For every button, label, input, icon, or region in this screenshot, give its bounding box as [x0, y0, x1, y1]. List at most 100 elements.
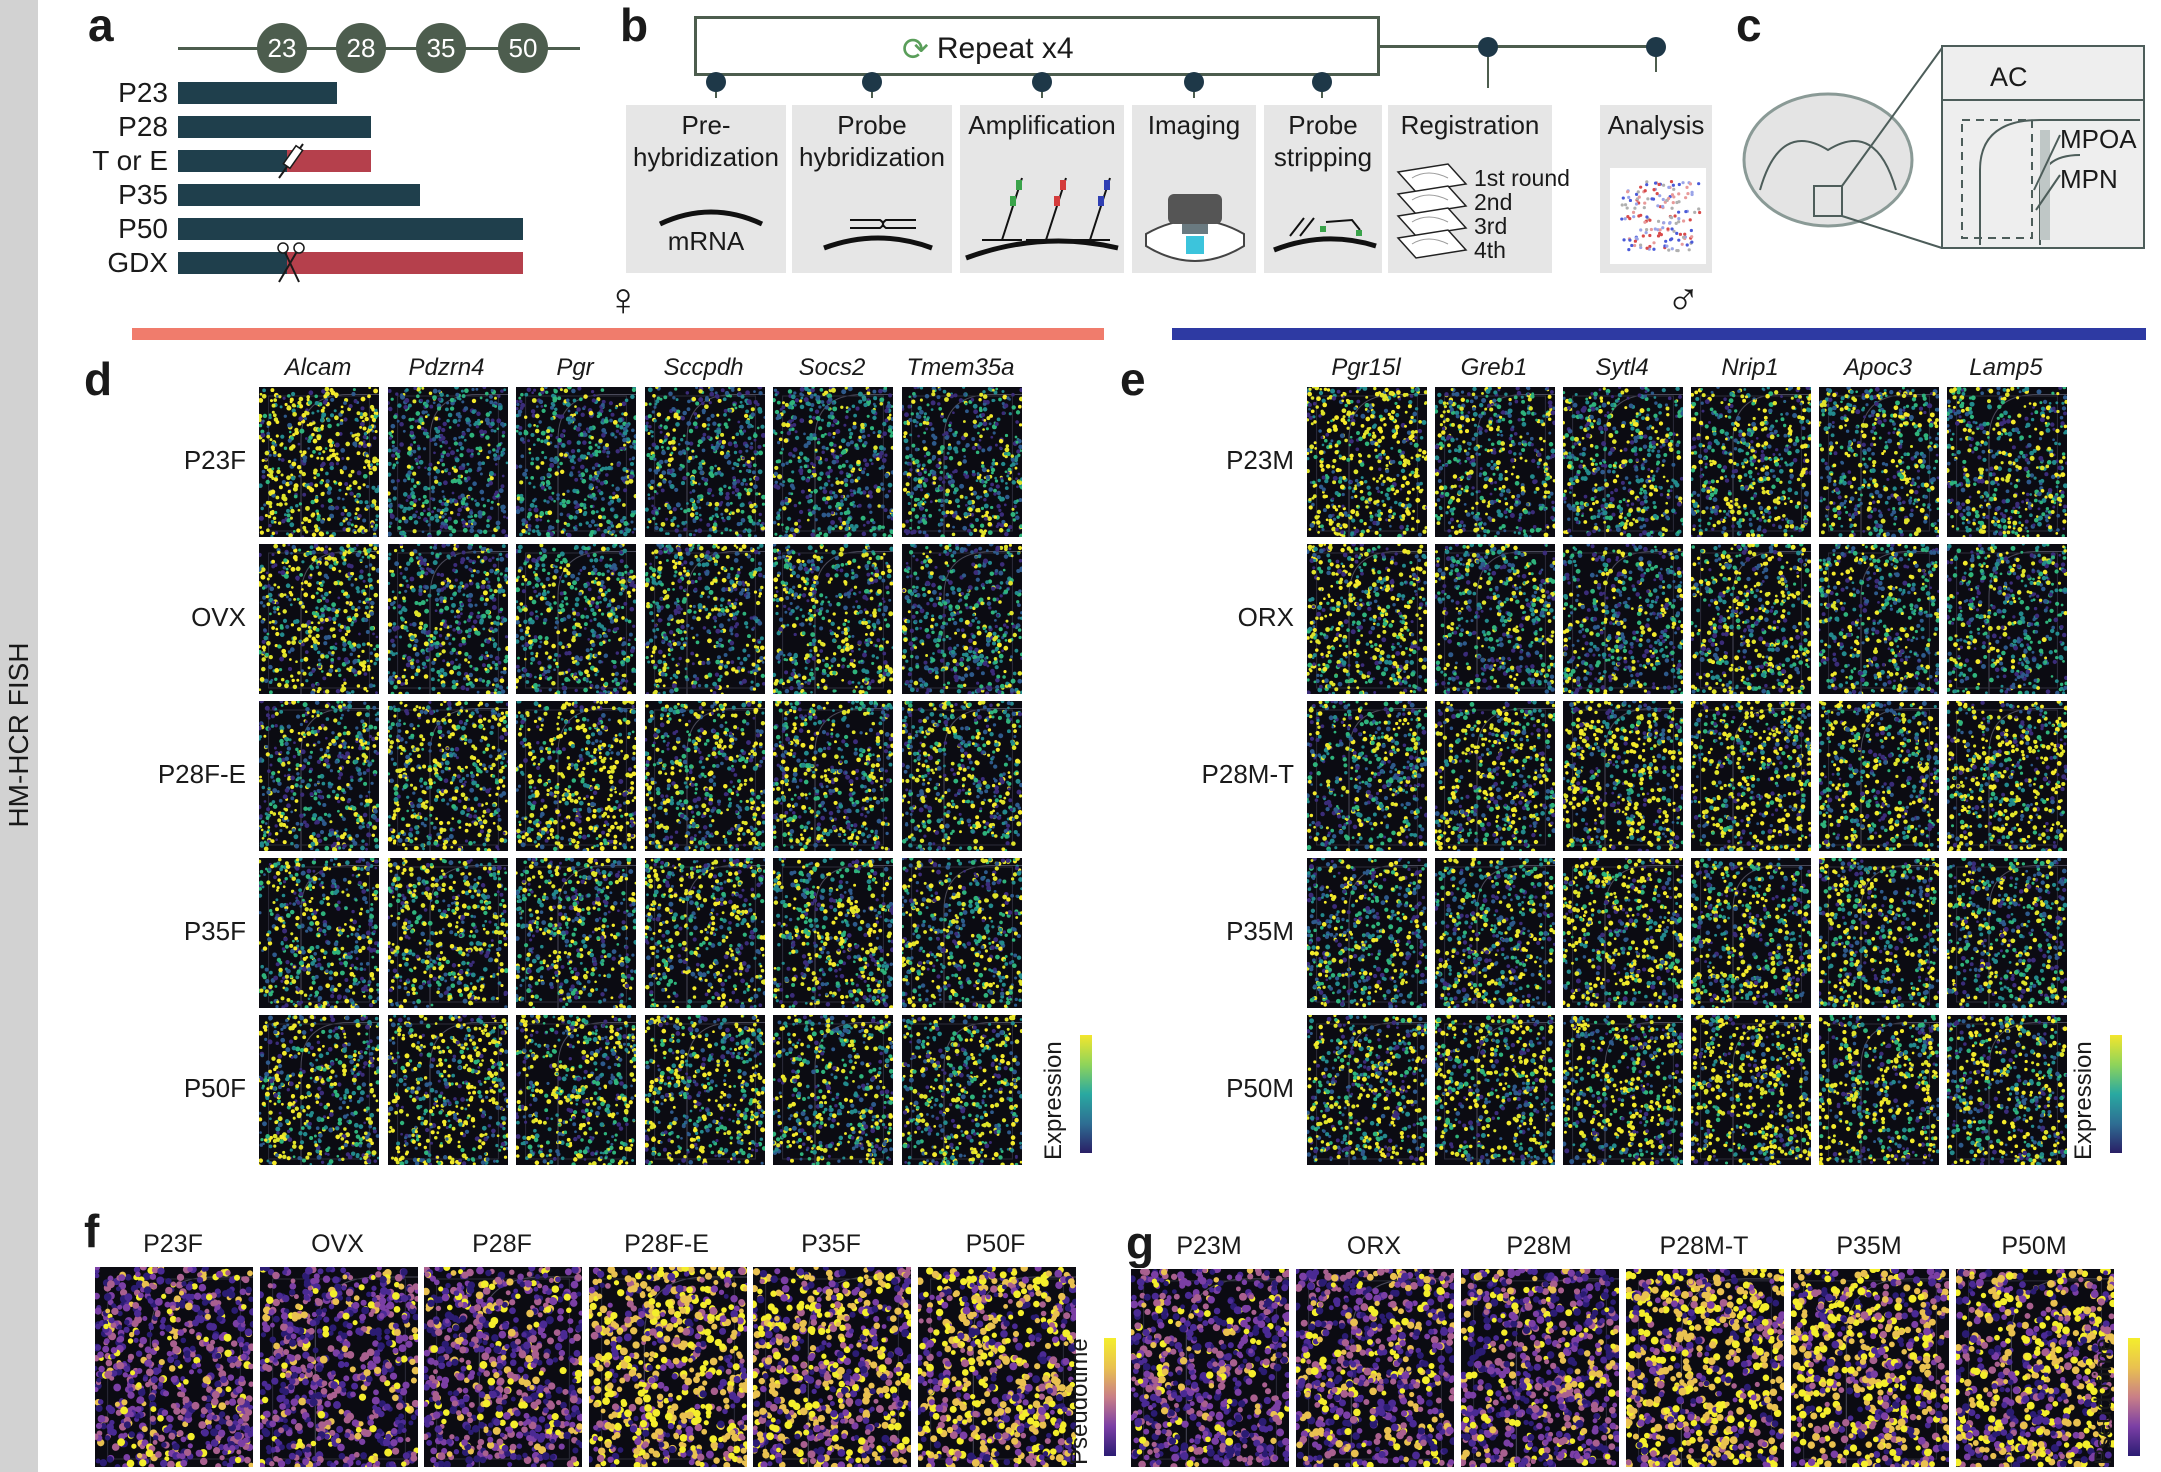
fish-expression-tile — [258, 543, 380, 695]
gene-label: Apoc3 — [1818, 354, 1938, 382]
fish-expression-tile — [1818, 386, 1940, 538]
timeline-bar — [178, 116, 372, 138]
fish-expression-tile — [1562, 700, 1684, 852]
pipeline-node — [862, 72, 882, 92]
pseudotime-sample-title: P28F — [423, 1230, 581, 1259]
microscope-icon — [1140, 186, 1250, 275]
pipeline-line — [1380, 45, 1656, 48]
pipeline-step-title: Analysis — [1600, 109, 1712, 141]
pipeline-node — [1646, 37, 1666, 57]
gene-label: Pgr — [515, 354, 635, 382]
timeline-row-label: T or E — [68, 147, 168, 175]
fish-expression-tile — [900, 857, 1023, 1009]
pseudotime-tile — [752, 1266, 912, 1468]
fish-expression-tile — [1562, 386, 1684, 538]
pseudotime-colorbar-g-label: Pseudotime — [2090, 1338, 2118, 1465]
pseudotime-tile — [1790, 1268, 1950, 1468]
fish-expression-tile — [643, 386, 766, 538]
fish-expression-tile — [386, 543, 509, 695]
timeline-bar — [178, 184, 420, 206]
fish-expression-tile — [1434, 543, 1556, 695]
expression-colorbar-d — [1080, 1035, 1092, 1153]
fish-expression-tile — [1946, 700, 2068, 852]
fish-expression-tile — [772, 543, 894, 695]
panel-c-label: c — [1736, 2, 1762, 48]
fish-expression-tile — [772, 386, 894, 538]
fish-expression-tile — [1306, 386, 1428, 538]
mrna-strand-icon — [656, 200, 766, 235]
fish-expression-tile — [643, 543, 766, 695]
pseudotime-colorbar-g — [2128, 1338, 2140, 1456]
pseudotime-tile — [423, 1266, 583, 1468]
fish-expression-tile — [1946, 386, 2068, 538]
fish-expression-tile — [1690, 543, 1812, 695]
mrna-caption: mRNA — [626, 226, 786, 257]
pipeline-node — [1312, 72, 1332, 92]
sample-label: P23M — [1184, 445, 1294, 476]
pipeline-connector — [1487, 48, 1489, 88]
gene-label: Socs2 — [772, 354, 892, 382]
fish-expression-tile — [900, 1014, 1023, 1166]
fish-expression-tile — [1434, 386, 1556, 538]
panel-d-label: d — [84, 356, 112, 402]
fish-expression-tile — [772, 1014, 894, 1166]
pseudotime-sample-title: P50F — [917, 1230, 1075, 1259]
region-ac: AC — [1990, 62, 2028, 93]
pseudotime-sample-title: P23F — [94, 1230, 252, 1259]
gene-label: Sccpdh — [644, 354, 764, 382]
probe-hybrid-icon — [820, 212, 936, 261]
pipeline-node — [706, 72, 726, 92]
fish-expression-tile — [515, 543, 637, 695]
fish-expression-tile — [515, 700, 637, 852]
fish-expression-tile — [900, 543, 1023, 695]
pseudotime-sample-title: P35F — [752, 1230, 910, 1259]
pseudotime-tile — [1460, 1268, 1620, 1468]
pseudotime-sample-title: ORX — [1295, 1232, 1453, 1261]
brain-diagram — [1742, 45, 2145, 249]
fish-expression-tile — [1562, 857, 1684, 1009]
fish-expression-tile — [1690, 386, 1812, 538]
fish-expression-tile — [386, 1014, 509, 1166]
fish-expression-tile — [515, 386, 637, 538]
timeline-bar — [178, 218, 523, 240]
age-marker-28: 28 — [336, 23, 386, 73]
repeat-text: Repeat x4 — [937, 32, 1074, 66]
fish-expression-tile — [386, 700, 509, 852]
fish-expression-tile — [1818, 857, 1940, 1009]
fish-expression-tile — [1946, 1014, 2068, 1166]
age-marker-35: 35 — [416, 23, 466, 73]
timeline-bar-pre — [178, 150, 288, 172]
pipeline-step-title: Imaging — [1132, 109, 1256, 141]
expression-colorbar-e — [2110, 1035, 2122, 1153]
panel-a-label: a — [88, 2, 114, 48]
pseudotime-tile — [94, 1266, 254, 1468]
timeline-row-label: P50 — [68, 215, 168, 243]
registration-round-label: 4th — [1474, 238, 1506, 262]
fish-expression-tile — [1690, 700, 1812, 852]
registration-round-label: 2nd — [1474, 190, 1512, 214]
pseudotime-sample-title: OVX — [259, 1230, 417, 1259]
fish-expression-tile — [772, 857, 894, 1009]
fish-expression-tile — [643, 1014, 766, 1166]
gene-label: Sytl4 — [1562, 354, 1682, 382]
timeline-row-label: P35 — [68, 181, 168, 209]
fish-expression-tile — [1690, 857, 1812, 1009]
region-mpoa: MPOA — [2060, 124, 2137, 155]
sample-label: OVX — [136, 602, 246, 633]
analysis-umap-icon — [1610, 168, 1706, 269]
sample-label: P35F — [136, 916, 246, 947]
brain-roi-box — [1813, 185, 1843, 217]
fish-expression-tile — [1434, 1014, 1556, 1166]
panel-b-label: b — [620, 2, 648, 48]
timeline-bar-post — [287, 150, 372, 172]
timeline-row-label: P28 — [68, 113, 168, 141]
fish-expression-tile — [1690, 1014, 1812, 1166]
repeat-label: ⟳ Repeat x4 — [902, 30, 1074, 68]
pseudotime-colorbar-f — [1104, 1338, 1116, 1456]
female-bar — [132, 328, 1104, 340]
fish-expression-tile — [1434, 700, 1556, 852]
pseudotime-sample-title: P28M — [1460, 1232, 1618, 1261]
pseudotime-tile — [916, 1266, 1077, 1468]
timeline-bar-pre — [178, 252, 288, 274]
panel-g-label: g — [1126, 1220, 1154, 1266]
